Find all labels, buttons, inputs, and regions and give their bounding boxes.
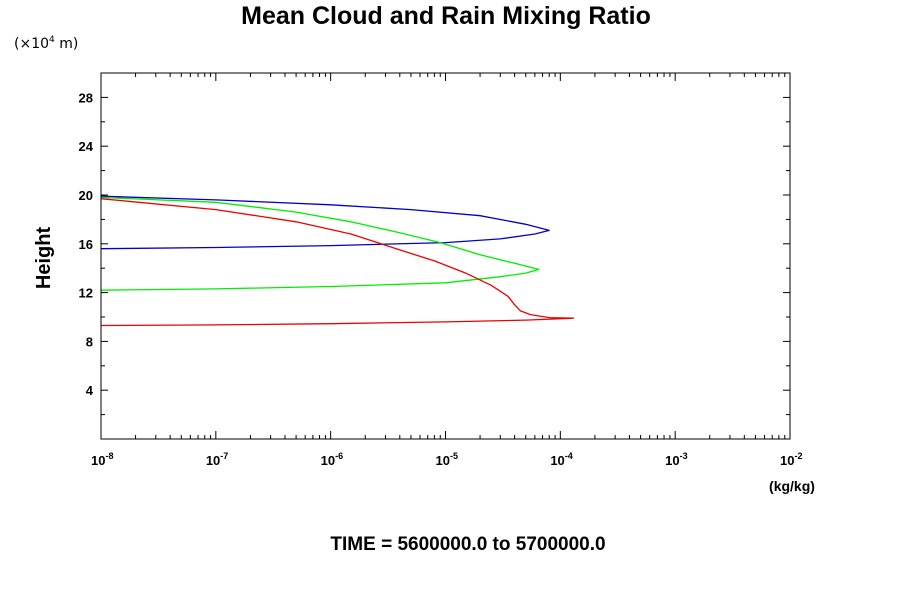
series-layer <box>100 195 575 327</box>
plot-frame <box>100 72 791 440</box>
x-tick-label: 10-7 <box>206 451 228 468</box>
time-range-label: TIME = 5600000.0 to 5700000.0 <box>330 534 605 555</box>
y-tick-label: 24 <box>79 139 94 154</box>
series-line-2 <box>100 196 540 291</box>
y-axis-title: Height <box>33 227 55 290</box>
x-tick-label: 10-3 <box>665 451 687 468</box>
x-tick-label: 10-5 <box>436 451 458 468</box>
tick-layer: 4 8 12 16 20 24 28 10-8 10-7 10-6 10-5 10-4 10-3 10-2 <box>79 73 802 468</box>
y-tick-label: 20 <box>79 188 93 203</box>
y-scale-note: (×104 m) <box>14 35 78 52</box>
y-tick-label: 8 <box>86 334 93 349</box>
x-axis-unit: (kg/kg) <box>769 478 815 494</box>
y-tick-label: 12 <box>79 286 93 301</box>
chart-title: Mean Cloud and Rain Mixing Ratio <box>241 2 651 30</box>
x-tick-label: 10-8 <box>91 451 113 468</box>
x-tick-label: 10-6 <box>321 451 343 468</box>
x-tick-label: 10-2 <box>780 451 802 468</box>
series-line-1 <box>100 195 550 250</box>
series-line-3 <box>100 198 575 327</box>
x-tick-label: 10-4 <box>550 451 572 468</box>
y-tick-label: 4 <box>86 383 94 398</box>
y-tick-label: 28 <box>79 90 93 105</box>
y-tick-label: 16 <box>79 237 93 252</box>
